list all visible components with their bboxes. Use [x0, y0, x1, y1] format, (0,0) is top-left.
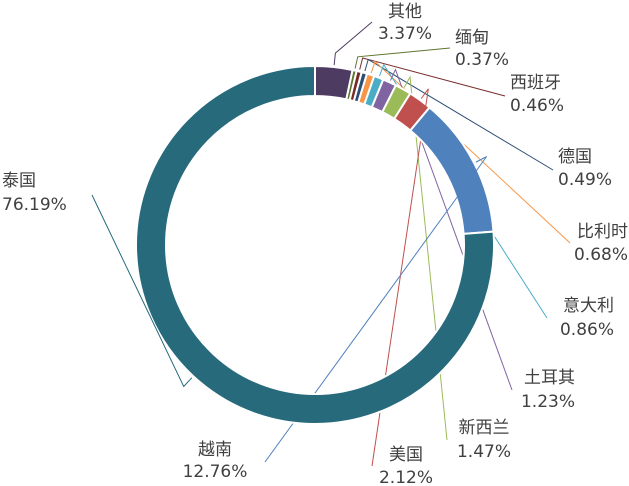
leader-line	[91, 194, 193, 388]
slice-value-label: 12.76%	[183, 462, 248, 482]
slice-value-label: 0.68%	[574, 245, 628, 265]
slice-value-label: 0.46%	[510, 96, 564, 116]
slice-label: 西班牙	[510, 73, 561, 93]
slice-value-label: 0.86%	[560, 320, 614, 340]
slice-label: 其他	[388, 2, 422, 22]
slice-label: 美国	[389, 445, 423, 465]
slice-label: 比利时	[577, 222, 628, 242]
slice-label: 泰国	[2, 171, 36, 191]
slice-label: 缅甸	[455, 28, 489, 48]
leader-line	[333, 21, 373, 66]
donut-slice	[135, 64, 495, 425]
leader-line	[354, 47, 451, 69]
leader-line	[371, 88, 429, 467]
slice-value-label: 1.47%	[457, 442, 511, 462]
slice-value-label: 1.23%	[521, 392, 575, 412]
slice-value-label: 2.12%	[379, 468, 433, 486]
slice-value-label: 0.37%	[455, 50, 509, 70]
leader-line	[403, 75, 448, 441]
slice-value-label: 0.49%	[558, 170, 612, 190]
slice-value-label: 76.19%	[2, 195, 67, 215]
leader-line	[264, 156, 487, 463]
slice-label: 意大利	[563, 296, 614, 316]
slice-label: 新西兰	[459, 418, 510, 438]
slice-label: 越南	[198, 440, 232, 460]
slice-label: 土耳其	[524, 368, 575, 388]
leader-line	[364, 58, 554, 171]
leader-line	[370, 60, 571, 244]
leader-line	[359, 57, 506, 97]
slice-value-label: 3.37%	[378, 24, 432, 44]
slice-label: 德国	[558, 147, 592, 167]
